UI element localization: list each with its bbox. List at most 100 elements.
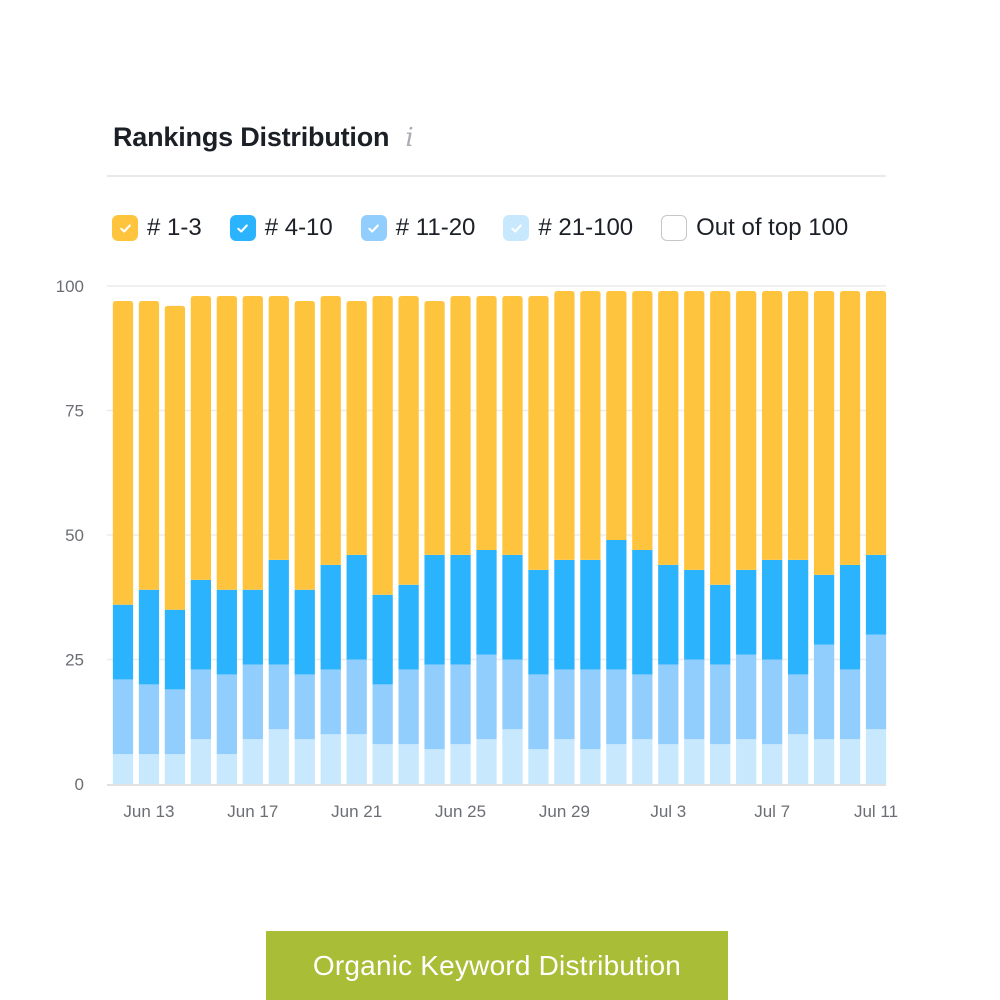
bar-segment[interactable] (762, 559, 783, 660)
bar-segment[interactable] (710, 664, 731, 745)
bar-segment[interactable] (684, 659, 705, 740)
legend-item-1-3[interactable]: # 1-3 (112, 214, 202, 242)
bar-segment[interactable] (476, 739, 497, 784)
bar-segment[interactable] (554, 559, 575, 670)
bar-segment[interactable] (450, 554, 471, 665)
bar-stack[interactable] (580, 290, 601, 784)
bar-segment[interactable] (580, 749, 601, 784)
bar-segment[interactable] (138, 589, 160, 685)
bar-segment[interactable] (164, 609, 186, 690)
checkbox-checked-icon[interactable] (229, 215, 256, 241)
bar-segment[interactable] (242, 589, 263, 665)
bar-segment[interactable] (528, 674, 549, 750)
bar-segment[interactable] (528, 749, 549, 784)
bar-segment[interactable] (424, 749, 445, 784)
bar-segment[interactable] (372, 744, 393, 784)
bar-segment[interactable] (684, 739, 705, 784)
bar-segment[interactable] (112, 679, 134, 755)
bar-stack[interactable] (606, 290, 627, 784)
bar-segment[interactable] (865, 290, 887, 555)
legend-item-21-100[interactable]: # 21-100 (503, 214, 633, 242)
bar-segment[interactable] (606, 669, 627, 745)
bar-segment[interactable] (450, 664, 471, 745)
bar-segment[interactable] (658, 564, 679, 665)
bar-stack[interactable] (164, 305, 186, 784)
bar-segment[interactable] (632, 549, 653, 675)
bar-stack[interactable] (320, 295, 341, 784)
bar-segment[interactable] (865, 634, 887, 730)
bar-stack[interactable] (787, 290, 809, 784)
bar-segment[interactable] (787, 290, 809, 560)
bar-segment[interactable] (216, 589, 237, 675)
bar-segment[interactable] (580, 559, 601, 670)
bar-segment[interactable] (658, 664, 679, 745)
bar-stack[interactable] (424, 300, 445, 784)
bar-segment[interactable] (190, 669, 212, 740)
bar-stack[interactable] (710, 290, 731, 784)
bar-segment[interactable] (138, 754, 160, 784)
bar-segment[interactable] (268, 559, 289, 665)
bar-segment[interactable] (710, 744, 731, 784)
bar-segment[interactable] (502, 554, 523, 660)
bar-stack[interactable] (268, 295, 289, 784)
bar-segment[interactable] (112, 754, 134, 784)
bar-segment[interactable] (138, 684, 160, 755)
legend-item-4-10[interactable]: # 4-10 (229, 214, 333, 242)
bar-segment[interactable] (502, 295, 523, 555)
bar-stack[interactable] (242, 295, 263, 784)
bar-segment[interactable] (606, 744, 627, 784)
bar-segment[interactable] (294, 739, 315, 784)
bar-segment[interactable] (813, 644, 835, 740)
bar-segment[interactable] (112, 604, 134, 680)
bar-segment[interactable] (658, 744, 679, 784)
bar-segment[interactable] (839, 669, 861, 740)
bar-segment[interactable] (294, 300, 315, 590)
bar-segment[interactable] (787, 559, 809, 675)
bar-segment[interactable] (580, 290, 601, 560)
bar-segment[interactable] (813, 574, 835, 645)
bar-segment[interactable] (138, 300, 160, 590)
bar-segment[interactable] (762, 290, 783, 560)
bar-stack[interactable] (528, 295, 549, 784)
bar-segment[interactable] (450, 744, 471, 784)
bar-segment[interactable] (346, 734, 367, 784)
bar-segment[interactable] (398, 744, 419, 784)
bar-segment[interactable] (320, 295, 341, 565)
bar-segment[interactable] (190, 579, 212, 670)
bar-segment[interactable] (606, 539, 627, 670)
bar-segment[interactable] (268, 664, 289, 730)
bar-segment[interactable] (787, 734, 809, 784)
bar-stack[interactable] (502, 295, 523, 784)
bar-segment[interactable] (372, 594, 393, 685)
bar-stack[interactable] (813, 290, 835, 784)
bar-stack[interactable] (658, 290, 679, 784)
bar-segment[interactable] (320, 564, 341, 670)
legend-item-out-of-top-100[interactable]: Out of top 100 (661, 214, 848, 242)
bar-segment[interactable] (476, 549, 497, 655)
bar-stack[interactable] (190, 295, 212, 784)
bar-segment[interactable] (606, 290, 627, 540)
bar-segment[interactable] (787, 674, 809, 735)
bar-segment[interactable] (865, 554, 887, 635)
bar-segment[interactable] (528, 569, 549, 675)
bar-segment[interactable] (268, 295, 289, 560)
bar-segment[interactable] (424, 300, 445, 555)
bar-segment[interactable] (839, 564, 861, 670)
bar-segment[interactable] (450, 295, 471, 555)
bar-segment[interactable] (476, 295, 497, 550)
bar-stack[interactable] (294, 300, 315, 784)
checkbox-checked-icon[interactable] (112, 215, 138, 241)
checkbox-checked-icon[interactable] (503, 215, 530, 241)
bar-segment[interactable] (736, 654, 757, 740)
bar-segment[interactable] (398, 295, 419, 585)
bar-segment[interactable] (346, 300, 367, 555)
bar-stack[interactable] (865, 290, 887, 784)
bar-segment[interactable] (736, 739, 757, 784)
bar-stack[interactable] (476, 295, 497, 784)
bar-stack[interactable] (684, 290, 705, 784)
bar-segment[interactable] (554, 290, 575, 560)
bar-segment[interactable] (813, 739, 835, 784)
bar-segment[interactable] (684, 290, 705, 570)
bar-segment[interactable] (164, 754, 186, 784)
bar-segment[interactable] (398, 669, 419, 745)
